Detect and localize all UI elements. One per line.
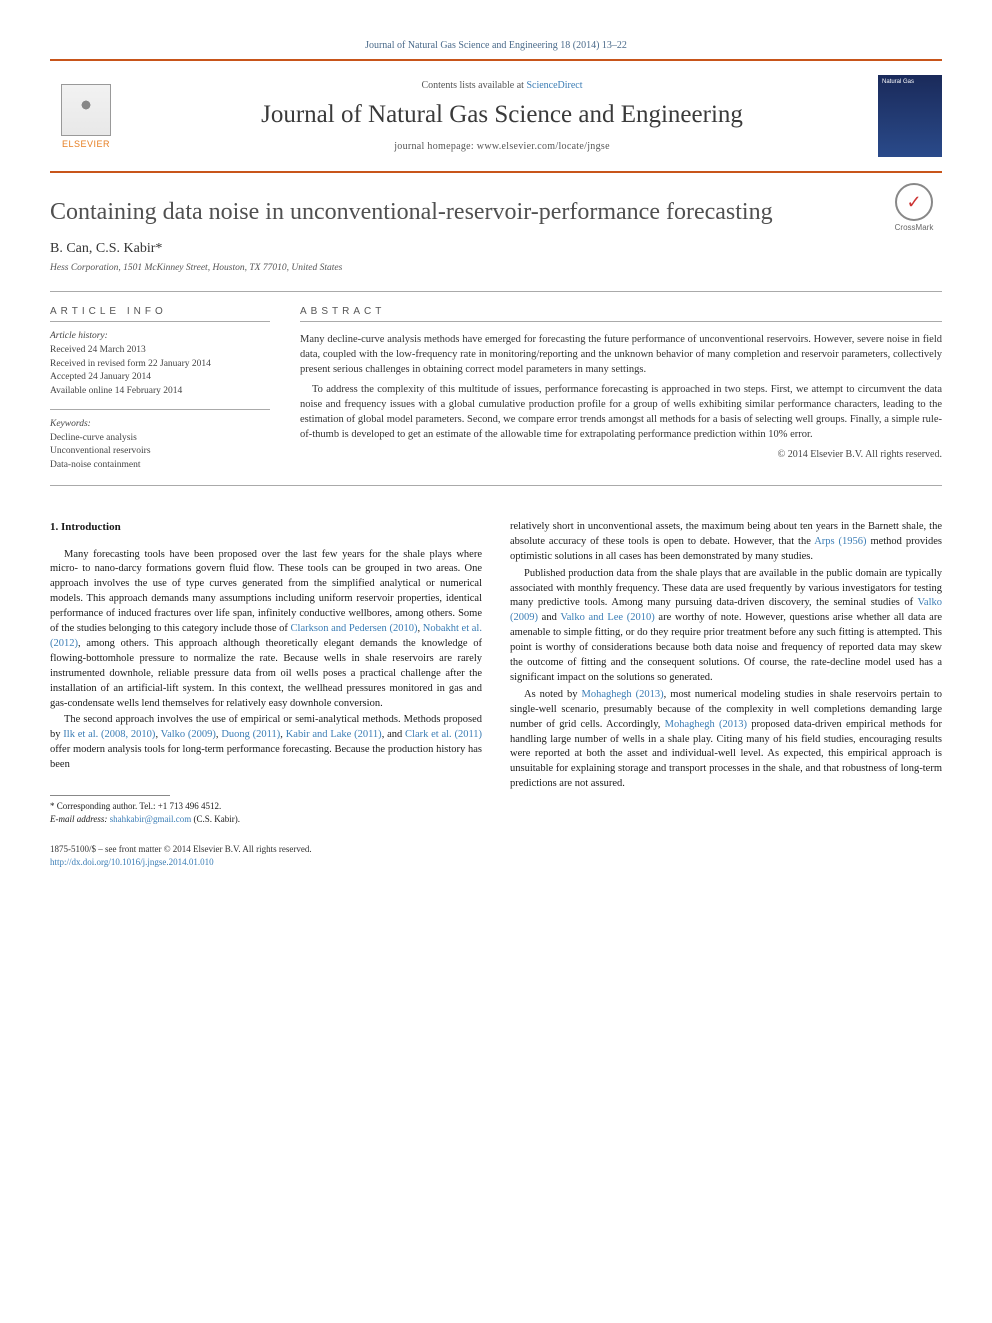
sciencedirect-link[interactable]: ScienceDirect	[526, 80, 582, 91]
divider	[300, 321, 942, 322]
abstract-p1: Many decline-curve analysis methods have…	[300, 332, 942, 378]
citation-link[interactable]: Ilk et al. (2008, 2010)	[63, 729, 155, 740]
intro-para: As noted by Mohaghegh (2013), most numer…	[510, 688, 942, 792]
section-heading-intro: 1. Introduction	[50, 520, 482, 536]
top-citation: Journal of Natural Gas Science and Engin…	[50, 40, 942, 51]
history-label: Article history:	[50, 330, 270, 344]
left-column: 1. Introduction Many forecasting tools h…	[50, 520, 482, 869]
divider	[50, 485, 942, 486]
authors: B. Can, C.S. Kabir*	[50, 241, 942, 257]
keyword: Unconventional reservoirs	[50, 445, 270, 459]
footnote-rule	[50, 795, 170, 796]
keyword: Decline-curve analysis	[50, 432, 270, 446]
citation-link[interactable]: Clarkson and Pedersen (2010)	[291, 623, 418, 634]
article-title: Containing data noise in unconventional-…	[50, 197, 830, 227]
footer-block: 1875-5100/$ – see front matter © 2014 El…	[50, 843, 482, 868]
keyword: Data-noise containment	[50, 459, 270, 473]
keywords-block: Keywords: Decline-curve analysis Unconve…	[50, 418, 270, 473]
citation-link[interactable]: Arps (1956)	[814, 536, 866, 547]
intro-para: The second approach involves the use of …	[50, 713, 482, 773]
abstract-copyright: © 2014 Elsevier B.V. All rights reserved…	[300, 449, 942, 460]
citation-link[interactable]: Valko (2009)	[161, 729, 216, 740]
citation-link[interactable]: Mohaghegh (2013)	[582, 689, 664, 700]
abstract-label: ABSTRACT	[300, 306, 942, 317]
citation-link[interactable]: Duong (2011)	[221, 729, 280, 740]
divider	[50, 321, 270, 322]
received-date: Received 24 March 2013	[50, 344, 270, 358]
homepage-prefix: journal homepage:	[394, 141, 477, 152]
citation-link[interactable]: Mohaghegh (2013)	[665, 719, 747, 730]
accepted-date: Accepted 24 January 2014	[50, 371, 270, 385]
journal-name: Journal of Natural Gas Science and Engin…	[138, 101, 866, 129]
online-date: Available online 14 February 2014	[50, 385, 270, 399]
elsevier-logo: ELSEVIER	[50, 76, 122, 156]
homepage-url[interactable]: www.elsevier.com/locate/jngse	[477, 141, 610, 152]
email-line: E-mail address: shahkabir@gmail.com (C.S…	[50, 813, 482, 826]
crossmark-icon: ✓	[895, 183, 933, 221]
citation-link[interactable]: Clark et al. (2011)	[405, 729, 482, 740]
affiliation: Hess Corporation, 1501 McKinney Street, …	[50, 263, 942, 273]
footnotes: * Corresponding author. Tel.: +1 713 496…	[50, 795, 482, 825]
abstract-text: Many decline-curve analysis methods have…	[300, 332, 942, 443]
contents-prefix: Contents lists available at	[421, 80, 526, 91]
homepage-line: journal homepage: www.elsevier.com/locat…	[138, 141, 866, 152]
crossmark-badge[interactable]: ✓ CrossMark	[886, 183, 942, 232]
issn-line: 1875-5100/$ – see front matter © 2014 El…	[50, 843, 482, 856]
article-info-column: ARTICLE INFO Article history: Received 2…	[50, 306, 270, 473]
corresponding-author: * Corresponding author. Tel.: +1 713 496…	[50, 800, 482, 813]
elsevier-tree-icon	[61, 84, 111, 136]
abstract-column: ABSTRACT Many decline-curve analysis met…	[300, 306, 942, 473]
crossmark-label: CrossMark	[895, 223, 934, 232]
keywords-label: Keywords:	[50, 418, 270, 432]
article-info-label: ARTICLE INFO	[50, 306, 270, 317]
divider	[50, 409, 270, 410]
intro-para: Many forecasting tools have been propose…	[50, 548, 482, 712]
article-history: Article history: Received 24 March 2013 …	[50, 330, 270, 399]
info-abstract-row: ARTICLE INFO Article history: Received 2…	[50, 306, 942, 473]
revised-date: Received in revised form 22 January 2014	[50, 358, 270, 372]
abstract-p2: To address the complexity of this multit…	[300, 382, 942, 443]
journal-cover-thumbnail: Natural Gas	[878, 75, 942, 157]
elsevier-label: ELSEVIER	[62, 139, 110, 149]
divider	[50, 291, 942, 292]
journal-header: ELSEVIER Contents lists available at Sci…	[50, 59, 942, 173]
citation-link[interactable]: Kabir and Lake (2011)	[286, 729, 382, 740]
right-column: relatively short in unconventional asset…	[510, 520, 942, 869]
cover-text: Natural Gas	[882, 79, 914, 85]
email-tail: (C.S. Kabir).	[191, 814, 240, 824]
intro-para: Published production data from the shale…	[510, 567, 942, 686]
contents-line: Contents lists available at ScienceDirec…	[138, 80, 866, 91]
body-columns: 1. Introduction Many forecasting tools h…	[50, 520, 942, 869]
citation-link[interactable]: Valko and Lee (2010)	[560, 612, 654, 623]
email-label: E-mail address:	[50, 814, 110, 824]
header-center: Contents lists available at ScienceDirec…	[138, 80, 866, 152]
intro-para: relatively short in unconventional asset…	[510, 520, 942, 565]
email-link[interactable]: shahkabir@gmail.com	[110, 814, 192, 824]
doi-link[interactable]: http://dx.doi.org/10.1016/j.jngse.2014.0…	[50, 857, 214, 867]
